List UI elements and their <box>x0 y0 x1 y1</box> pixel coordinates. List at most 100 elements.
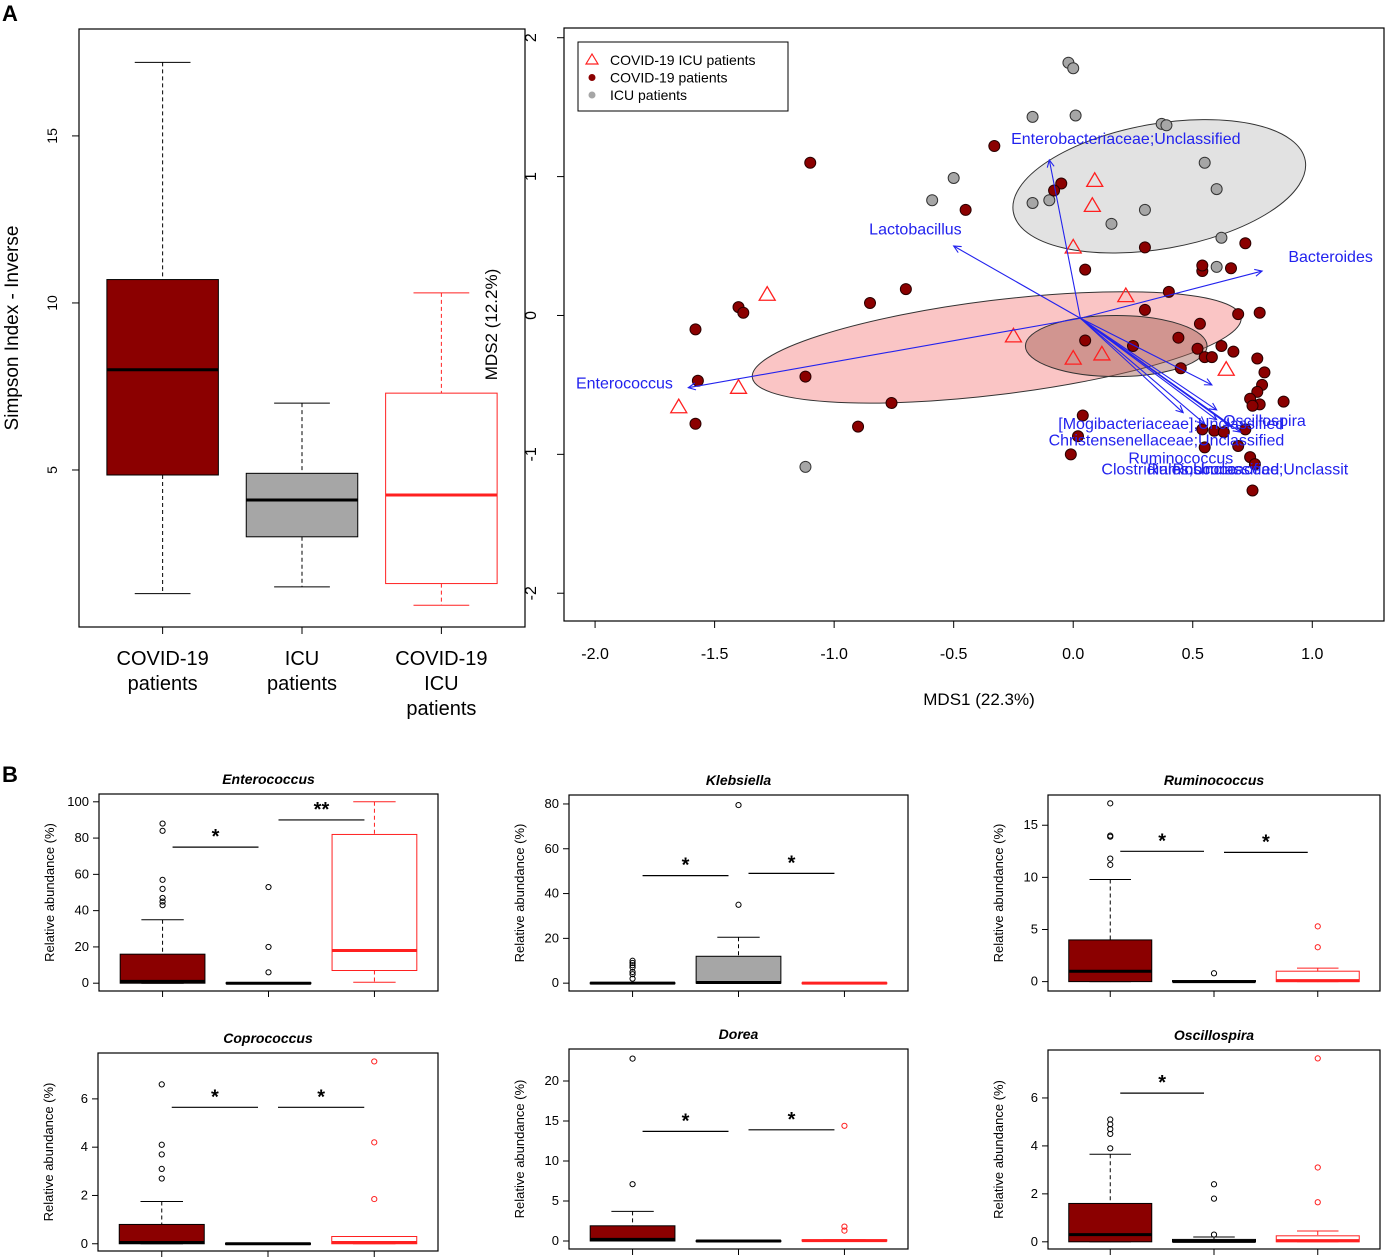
covid-point <box>1174 362 1187 375</box>
covid-point <box>899 283 912 296</box>
legend-dot-icon <box>588 91 596 99</box>
outlier-point <box>1107 1145 1114 1152</box>
box-group <box>801 1122 888 1255</box>
covid-point <box>1248 458 1261 471</box>
x-tick-label: -0.5 <box>940 646 968 663</box>
significance-stars: * <box>317 1086 325 1108</box>
outlier-point <box>158 1141 165 1148</box>
outlier-point <box>265 943 272 951</box>
box-group <box>1172 1181 1256 1255</box>
covid-point <box>1215 340 1228 353</box>
covid-point <box>852 420 865 433</box>
outlier-point <box>629 975 636 982</box>
x-tick-label: -1.5 <box>701 646 729 663</box>
y-tick-label: 0 <box>552 1233 559 1248</box>
covid-point <box>1193 317 1206 330</box>
covid-point <box>959 203 972 216</box>
plot-frame <box>97 1052 439 1252</box>
plot-frame <box>568 1048 909 1250</box>
covid-point <box>1251 352 1264 365</box>
box-group <box>1068 800 1153 997</box>
x-category-label: patients <box>267 673 337 695</box>
loading-vector: Enterobacteriaceae;Unclassified <box>1011 131 1241 319</box>
y-axis-label: MDS2 (12.2%) <box>482 269 501 380</box>
vector-line <box>1080 317 1184 414</box>
vector-label: Oscillospira <box>1223 413 1306 430</box>
box-group <box>589 1055 676 1255</box>
outlier-point <box>158 1175 165 1182</box>
covid-point <box>1138 303 1151 316</box>
vector-label: Enterococcus <box>576 376 673 393</box>
y-tick-label: 6 <box>1031 1090 1038 1105</box>
box-group <box>1172 970 1256 997</box>
legend-label: COVID-19 ICU patients <box>610 52 756 68</box>
loading-vector: Lactobacillus <box>869 221 1081 319</box>
covid-point <box>1071 430 1084 443</box>
significance-stars: * <box>1262 831 1270 853</box>
vector-arrowhead <box>1223 419 1233 428</box>
outlier-point <box>841 1227 848 1234</box>
icu-point <box>1160 119 1173 132</box>
covid-icu-point <box>1217 360 1236 376</box>
vector-line <box>1080 317 1241 433</box>
covid-point <box>1258 366 1271 379</box>
x-category-label: COVID-19 <box>395 648 487 670</box>
vector-line <box>953 245 1081 319</box>
loading-vector: Enterococcus <box>576 317 1081 393</box>
y-tick-label: 80 <box>75 830 89 845</box>
box-group: COVID-19 ICU patients <box>385 292 498 720</box>
covid-point <box>1172 331 1185 344</box>
y-tick-label: -2 <box>523 586 540 600</box>
covid-icu-point <box>1083 196 1102 213</box>
covid-point <box>988 140 1001 153</box>
enterococcus-boxplot: Enterococcus 0 20 40 60 80 100 Relative abundan… <box>42 771 439 997</box>
box-group <box>225 1242 311 1257</box>
y-tick-label: 0 <box>81 1236 88 1251</box>
box-group <box>1068 1116 1153 1255</box>
box-group <box>1275 923 1360 997</box>
vector-label: Bacteroides <box>1288 249 1373 266</box>
outlier-point <box>1314 944 1321 951</box>
y-tick-label: 15 <box>44 128 60 144</box>
box-group <box>695 801 782 997</box>
box <box>245 472 359 538</box>
vector-arrowhead <box>687 382 697 391</box>
outlier-point <box>159 876 166 883</box>
x-tick-label: -1.0 <box>820 646 848 663</box>
box-group <box>331 801 418 997</box>
outlier-point <box>841 1223 848 1230</box>
vector-line <box>1080 317 1206 425</box>
y-tick-label: 5 <box>552 1193 559 1208</box>
x-axis-label: MDS1 (22.3%) <box>923 690 1034 709</box>
vector-label: Enterobacteriaceae;Unclassified <box>1011 131 1240 148</box>
covid-point <box>1079 263 1092 276</box>
outlier-point <box>159 885 166 892</box>
x-category-label: ICU <box>285 648 319 670</box>
y-tick-label: 20 <box>545 930 559 945</box>
outlier-point <box>159 902 166 909</box>
vector-line <box>1080 317 1217 411</box>
vector-line <box>1048 159 1081 319</box>
y-tick-label: 100 <box>67 794 89 809</box>
y-tick-label: 6 <box>81 1091 88 1106</box>
chart-title: Oscillospira <box>1174 1027 1254 1043</box>
outlier-point <box>1107 832 1114 839</box>
box-group <box>119 820 206 997</box>
significance-stars: * <box>682 1110 690 1132</box>
box-group <box>589 957 676 997</box>
outlier-point <box>1314 1055 1321 1062</box>
legend-entry: ICU patients <box>588 87 687 103</box>
vector-arrowhead <box>1203 378 1213 386</box>
covid-point <box>689 417 702 430</box>
y-tick-label: 10 <box>1024 869 1038 884</box>
covid-point <box>1191 342 1204 355</box>
confidence-ellipse-icu <box>1012 119 1307 254</box>
coprococcus-boxplot: Coprococcus 0 2 4 6 Relative abundance (%) * * <box>41 1030 439 1257</box>
outlier-point <box>1210 1195 1218 1202</box>
covid-point <box>1055 177 1068 190</box>
icu-point <box>1043 194 1056 207</box>
outlier-point <box>629 957 636 964</box>
vector-arrowhead <box>1232 424 1242 433</box>
box <box>695 955 782 984</box>
legend: COVID-19 ICU patients COVID-19 patientsIC… <box>577 41 789 112</box>
